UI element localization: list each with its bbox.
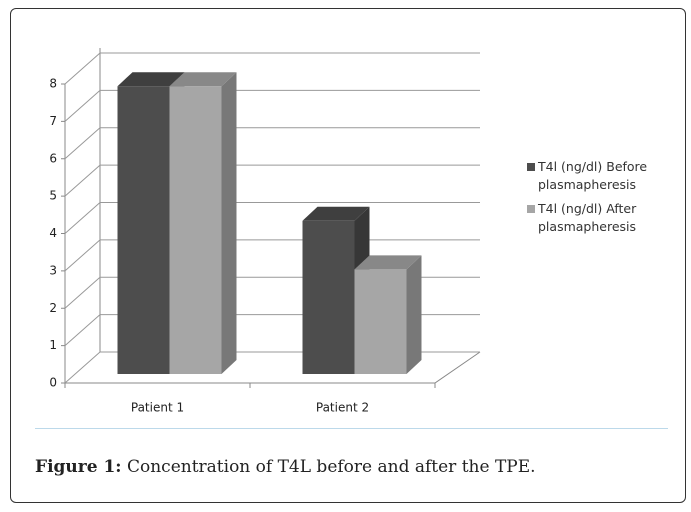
legend-swatch	[527, 163, 535, 171]
legend-item: T4l (ng/dl) After plasmapheresis	[527, 200, 666, 236]
grid-line	[64, 164, 480, 197]
legend-label: T4l (ng/dl) After plasmapheresis	[538, 201, 637, 234]
bar-side	[221, 72, 237, 375]
frame	[10, 8, 686, 503]
bar-front	[302, 220, 355, 374]
chart: 0 1 2 3 4 5 6 7 8 Patient 1 Patient 2	[49, 48, 481, 415]
grid-line	[64, 202, 480, 234]
caption-label: Figure 1:	[35, 457, 122, 477]
y-tick-label: 8	[49, 77, 57, 91]
bar-top	[117, 72, 185, 87]
caption-text: Concentration of T4L before and after th…	[126, 457, 536, 477]
grid-line	[64, 127, 480, 160]
bar-top	[354, 255, 422, 270]
x-tick-label: Patient 2	[316, 401, 369, 415]
y-tick-label: 5	[49, 189, 57, 203]
x-tick-label: Patient 1	[131, 401, 184, 415]
y-tick-label: 6	[49, 151, 57, 165]
bar-front	[117, 86, 170, 375]
y-tick-label: 0	[49, 376, 57, 390]
y-tick-label: 7	[49, 114, 57, 128]
y-tick-label: 3	[49, 263, 57, 277]
legend-item: T4l (ng/dl) Before plasmapheresis	[527, 158, 666, 194]
y-tick-label: 4	[49, 226, 57, 240]
legend: T4l (ng/dl) Before plasmapheresis T4l (ng…	[527, 158, 666, 242]
bar-side	[406, 255, 422, 374]
y-tick-label: 2	[49, 301, 57, 315]
bar-top	[169, 72, 237, 87]
bar-front	[169, 86, 222, 375]
caption: Figure 1: Concentration of T4L before an…	[35, 457, 536, 477]
bar	[169, 72, 237, 375]
legend-swatch	[527, 205, 535, 213]
grid-line	[64, 89, 480, 122]
bar-top	[302, 206, 370, 221]
bar-front	[354, 269, 407, 374]
grid-line	[64, 52, 480, 85]
separator	[35, 428, 668, 429]
legend-label: T4l (ng/dl) Before plasmapheresis	[538, 159, 648, 192]
bar	[354, 255, 422, 374]
y-tick-label: 1	[49, 338, 57, 352]
